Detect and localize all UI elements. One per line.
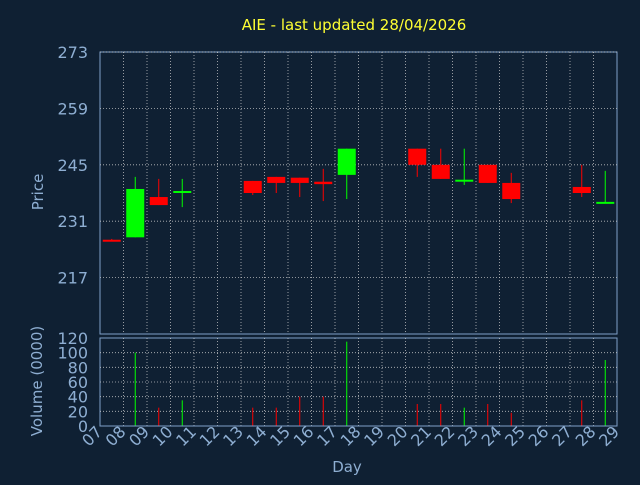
candle-body — [337, 148, 356, 175]
volume-tick-label: 120 — [57, 329, 88, 348]
candle-body — [572, 186, 591, 193]
price-tick-label: 245 — [57, 156, 88, 175]
price-tick-label: 259 — [57, 99, 88, 118]
candle-body — [408, 148, 427, 165]
volume-tick-label: 20 — [68, 402, 88, 421]
chart-title: AIE - last updated 28/04/2026 — [242, 16, 467, 34]
candle-body — [431, 164, 450, 179]
candle-body — [502, 182, 521, 200]
volume-tick-label: 0 — [78, 417, 88, 436]
candle-body — [126, 188, 145, 238]
candle-body — [267, 176, 286, 183]
candle-body — [243, 180, 262, 193]
volume-axis-title: Volume (0000) — [28, 326, 46, 436]
candle-body — [173, 190, 192, 193]
x-axis: 0708091011121314151617181920212223242526… — [78, 422, 623, 450]
day-axis-title: Day — [332, 458, 362, 476]
candle-body — [314, 181, 333, 185]
volume-tick-label: 60 — [68, 373, 88, 392]
volume-tick-label: 40 — [68, 388, 88, 407]
candle-body — [596, 201, 615, 204]
volume-tick-label: 100 — [57, 344, 88, 363]
price-tick-label: 231 — [57, 212, 88, 231]
price-tick-label: 273 — [57, 43, 88, 62]
price-panel: 273 259 245 231 217 — [57, 43, 618, 335]
candle-body — [455, 179, 474, 182]
volume-tick-label: 80 — [68, 358, 88, 377]
candle-body — [102, 239, 121, 242]
candle-body — [290, 177, 309, 183]
candle-body — [478, 164, 497, 183]
candle-body — [149, 197, 168, 206]
price-axis-title: Price — [29, 174, 47, 211]
price-tick-label: 217 — [57, 269, 88, 288]
